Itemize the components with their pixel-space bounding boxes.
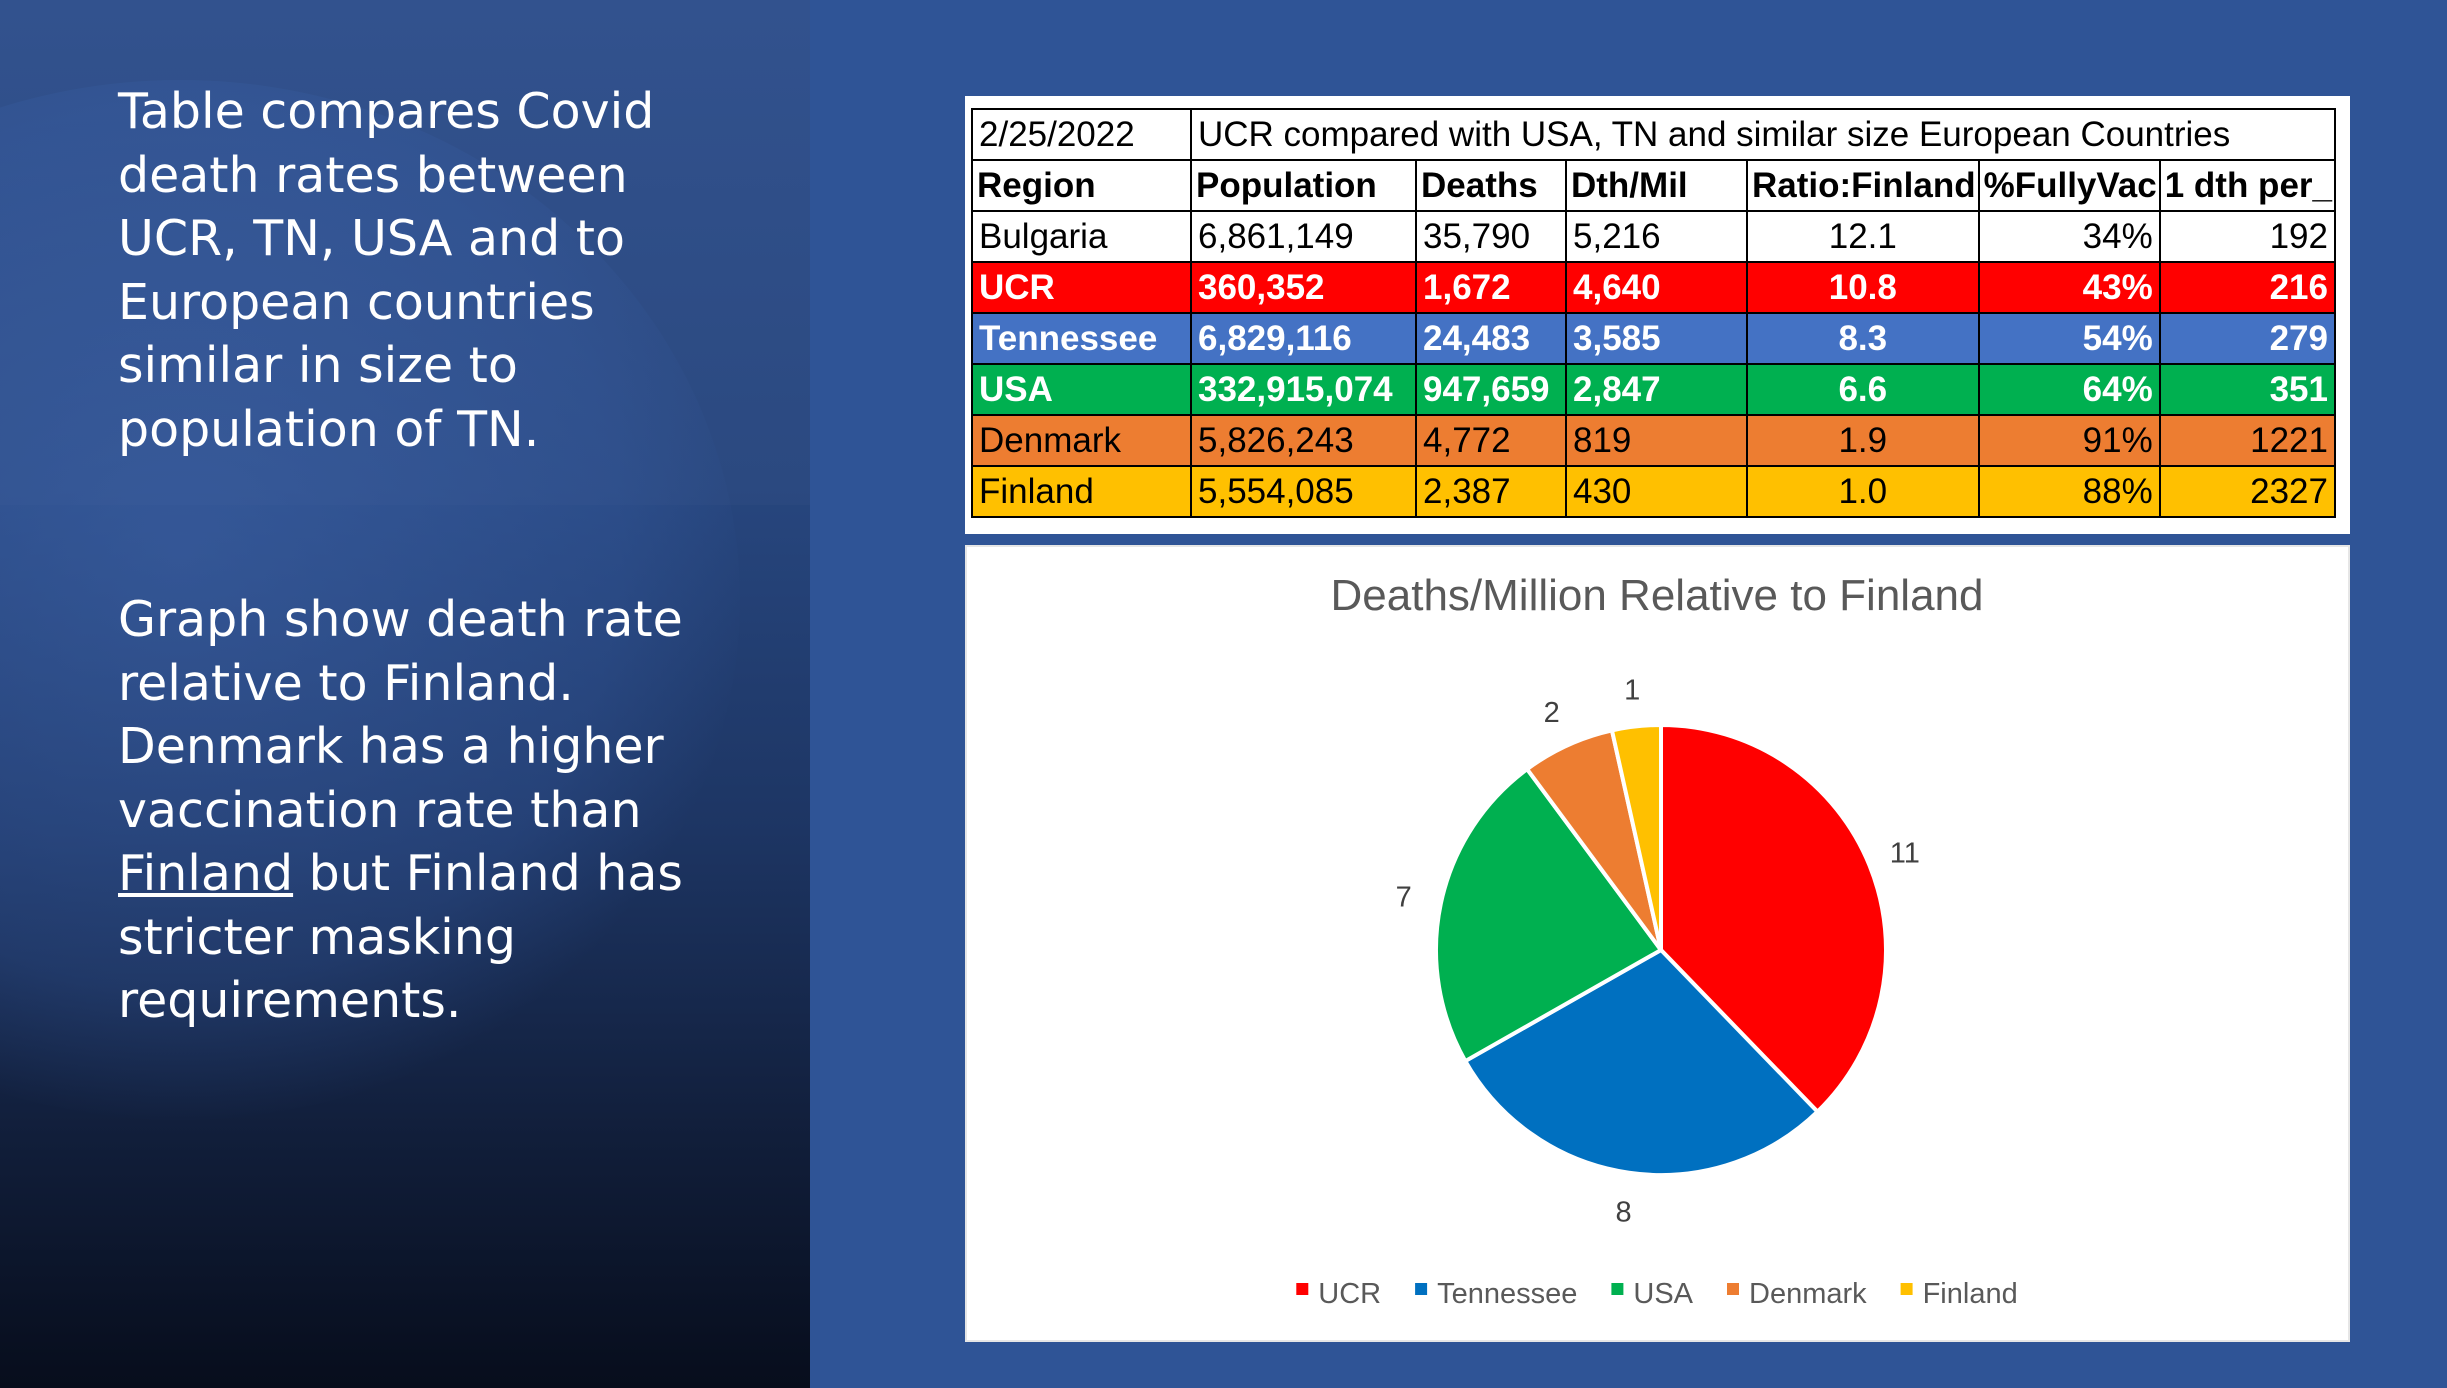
cell-dth-per-mil: 430 [1565,465,1748,518]
table-caption: UCR compared with USA, TN and similar si… [1190,108,2336,161]
cell-ratio-finland: 1.0 [1746,465,1980,518]
graph-explanation-text-1: Graph show death rate relative to Finlan… [118,591,683,839]
legend-swatch [1415,1283,1428,1295]
cell-fully-vac: 64% [1977,363,2161,416]
chart-title: Deaths/Million Relative to Finland [1331,571,1984,620]
cell-deaths: 24,483 [1415,312,1567,365]
cell-population: 6,861,149 [1190,210,1417,263]
cell-population: 5,826,243 [1190,414,1417,467]
cell-one-death-per: 2327 [2158,465,2337,518]
cell-ratio-finland: 6.6 [1746,363,1980,416]
cell-population: 6,829,116 [1190,312,1417,365]
cell-population: 360,352 [1190,261,1417,314]
cell-deaths: 1,672 [1415,261,1567,314]
cell-dth-per-mil: 3,585 [1565,312,1748,365]
header-one-death-per: 1 dth per_ [2158,159,2337,212]
header-ratio-finland: Ratio:Finland [1746,159,1980,212]
table-row-bulgaria: Bulgaria 6,861,149 35,790 5,216 12.1 34% 192 [971,210,2337,263]
cell-region: USA [971,363,1192,416]
table-row-usa: USA 332,915,074 947,659 2,847 6.6 64% 351 [971,363,2337,416]
legend-swatch [1611,1283,1624,1295]
legend-item-tennessee: Tennessee [1415,1278,1577,1310]
pie-slice-tennessee [1463,948,1820,1177]
legend-swatch [1900,1283,1913,1295]
legend-item-ucr: UCR [1296,1278,1381,1310]
cell-dth-per-mil: 2,847 [1565,363,1748,416]
legend-label: Finland [1923,1278,2018,1310]
table-date: 2/25/2022 [971,108,1192,161]
header-population: Population [1190,159,1417,212]
cell-region: Denmark [971,414,1192,467]
pie-chart: Deaths/Million Relative to Finland 11 8 7 2 1… [1296,571,2018,1310]
covid-comparison-table: 2/25/2022 UCR compared with USA, TN and … [971,108,2337,518]
data-label-denmark: 2 [1544,697,1560,729]
graph-explanation-paragraph: Graph show death rate relative to Finlan… [118,588,758,1033]
data-table-panel: 2/25/2022 UCR compared with USA, TN and … [965,96,2350,534]
table-caption-row: 2/25/2022 UCR compared with USA, TN and … [971,108,2336,161]
cell-population: 332,915,074 [1190,363,1417,416]
cell-fully-vac: 43% [1977,261,2161,314]
cell-ratio-finland: 12.1 [1746,210,1980,263]
cell-one-death-per: 1221 [2158,414,2337,467]
data-label-tennessee: 8 [1616,1196,1632,1228]
cell-deaths: 4,772 [1415,414,1567,467]
cell-fully-vac: 91% [1977,414,2161,467]
left-panel: Table compares Covid death rates between… [0,0,810,1388]
table-row-tennessee: Tennessee 6,829,116 24,483 3,585 8.3 54% 279 [971,312,2337,365]
header-region: Region [971,159,1192,212]
table-row-finland: Finland 5,554,085 2,387 430 1.0 88% 2327 [971,465,2337,518]
cell-dth-per-mil: 4,640 [1565,261,1748,314]
legend-item-denmark: Denmark [1727,1278,1867,1310]
cell-population: 5,554,085 [1190,465,1417,518]
header-fully-vac: %FullyVac [1977,159,2161,212]
legend-label: UCR [1318,1278,1381,1310]
cell-region: Bulgaria [971,210,1192,263]
legend-label: Denmark [1749,1278,1867,1310]
cell-deaths: 35,790 [1415,210,1567,263]
cell-deaths: 947,659 [1415,363,1567,416]
pie-slice-ucr [1659,723,1888,1114]
pie-chart-panel: Deaths/Million Relative to Finland 11 8 7 2 1… [965,545,2350,1342]
cell-region: Finland [971,465,1192,518]
table-row-ucr: UCR 360,352 1,672 4,640 10.8 43% 216 [971,261,2337,314]
cell-ratio-finland: 8.3 [1746,312,1980,365]
cell-one-death-per: 351 [2158,363,2337,416]
data-label-usa: 7 [1396,882,1412,914]
table-header-row: Region Population Deaths Dth/Mil Ratio:Finla… [971,159,2337,212]
data-label-ucr: 11 [1890,837,1920,869]
legend-label: USA [1633,1278,1693,1310]
header-dth-per-mil: Dth/Mil [1565,159,1748,212]
cell-one-death-per: 279 [2158,312,2337,365]
intro-paragraph: Table compares Covid death rates between… [118,83,655,458]
cell-deaths: 2,387 [1415,465,1567,518]
pie-slice-finland [1609,723,1663,952]
legend-label: Tennessee [1437,1278,1577,1310]
data-label-finland: 1 [1624,675,1640,707]
cell-ratio-finland: 1.9 [1746,414,1980,467]
cell-fully-vac: 88% [1977,465,2161,518]
header-deaths: Deaths [1415,159,1567,212]
cell-fully-vac: 54% [1977,312,2161,365]
cell-region: UCR [971,261,1192,314]
table-row-denmark: Denmark 5,826,243 4,772 819 1.9 91% 1221 [971,414,2337,467]
legend-item-finland: Finland [1900,1278,2018,1310]
cell-dth-per-mil: 819 [1565,414,1748,467]
pie-slice-usa [1434,767,1663,1064]
cell-region: Tennessee [971,312,1192,365]
cell-dth-per-mil: 5,216 [1565,210,1748,263]
legend-swatch [1727,1283,1739,1295]
cell-one-death-per: 216 [2158,261,2337,314]
legend-swatch [1296,1283,1309,1295]
legend-item-usa: USA [1611,1278,1694,1310]
cell-fully-vac: 34% [1977,210,2161,263]
cell-one-death-per: 192 [2158,210,2337,263]
finland-underlined-text: Finland [118,845,294,902]
graph-explanation-text-2: but Finland has stricter masking require… [118,845,683,1029]
cell-ratio-finland: 10.8 [1746,261,1980,314]
